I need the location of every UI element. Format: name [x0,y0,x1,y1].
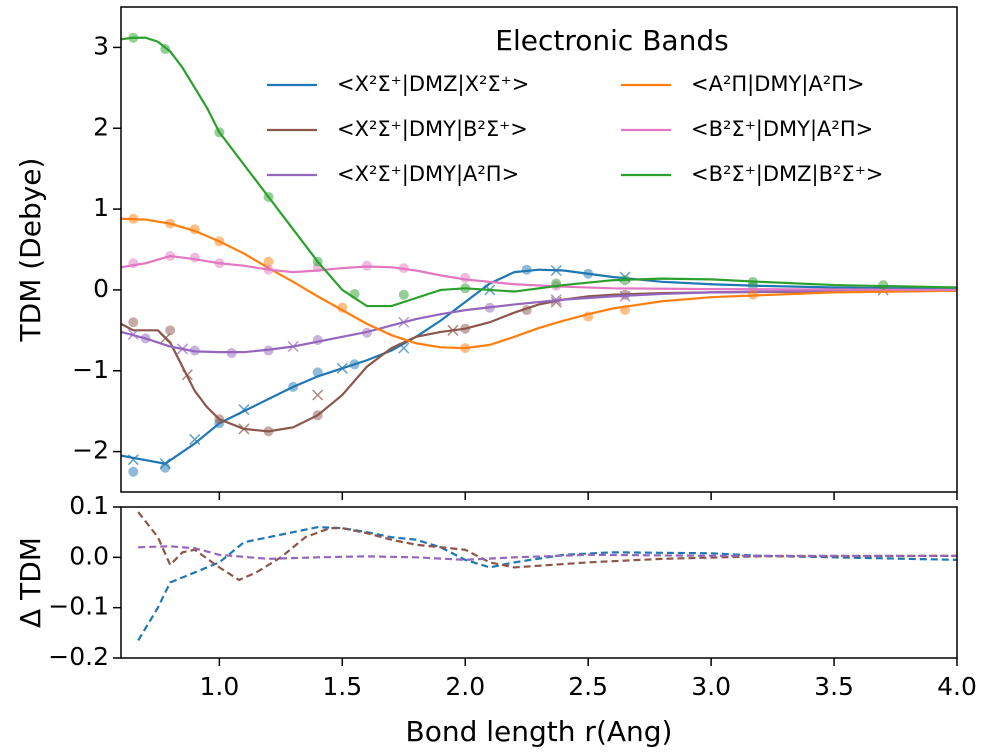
marker-x [312,389,324,401]
x-axis-label: Bond length r(Ang) [406,715,673,748]
x-tick-label: 2.0 [445,672,485,701]
y-axis-label: TDM (Debye) [14,158,47,343]
marker-circle [337,302,348,313]
legend-title: Electronic Bands [495,24,728,57]
y-tick-label: −1 [72,355,109,384]
y-tick-label: −0.1 [48,592,109,621]
y-tick-label: 0 [93,274,109,303]
series-line [121,217,957,350]
x-tick-label: 4.0 [937,672,977,701]
legend-label: <X²Σ⁺|DMZ|X²Σ⁺> [337,72,529,97]
y-axis-label: Δ TDM [14,537,47,628]
y-tick-label: −0.2 [48,642,109,671]
series-line [137,511,957,582]
axes-frame [120,506,958,659]
x-tick-label: 2.5 [568,672,608,701]
y-tick-label: 1 [93,193,109,222]
x-tick-label: 3.5 [814,672,854,701]
y-tick-label: 0.0 [69,541,109,570]
x-tick-label: 1.0 [199,672,239,701]
legend-label: <A²Π|DMY|A²Π> [691,72,865,97]
marker-x [189,433,201,445]
series-line [121,268,957,465]
plot-area [137,511,957,641]
axes-frame [120,6,958,493]
marker-circle [165,325,176,336]
y-tick-label: 2 [93,112,109,141]
x-tick-label: 3.0 [691,672,731,701]
legend-label: <B²Σ⁺|DMZ|B²Σ⁺> [691,162,883,187]
series-line [121,36,957,308]
series-line [138,545,957,561]
y-tick-label: 3 [93,31,109,60]
y-tick-label: −2 [72,436,109,465]
legend-label: <X²Σ⁺|DMY|A²Π> [337,162,519,187]
marker-circle [189,252,200,263]
series-line [137,526,957,641]
marker-circle [128,466,139,477]
marker-circle [128,317,139,328]
legend-label: <B²Σ⁺|DMY|A²Π> [691,117,873,142]
x-tick-label: 1.5 [322,672,362,701]
series-line [121,288,957,354]
y-tick-label: 0.1 [69,491,109,520]
legend-label: <X²Σ⁺|DMY|B²Σ⁺> [337,117,528,142]
plot-area [121,32,957,477]
series-line [121,289,957,433]
marker-circle [398,289,409,300]
marker-circle [263,256,274,267]
